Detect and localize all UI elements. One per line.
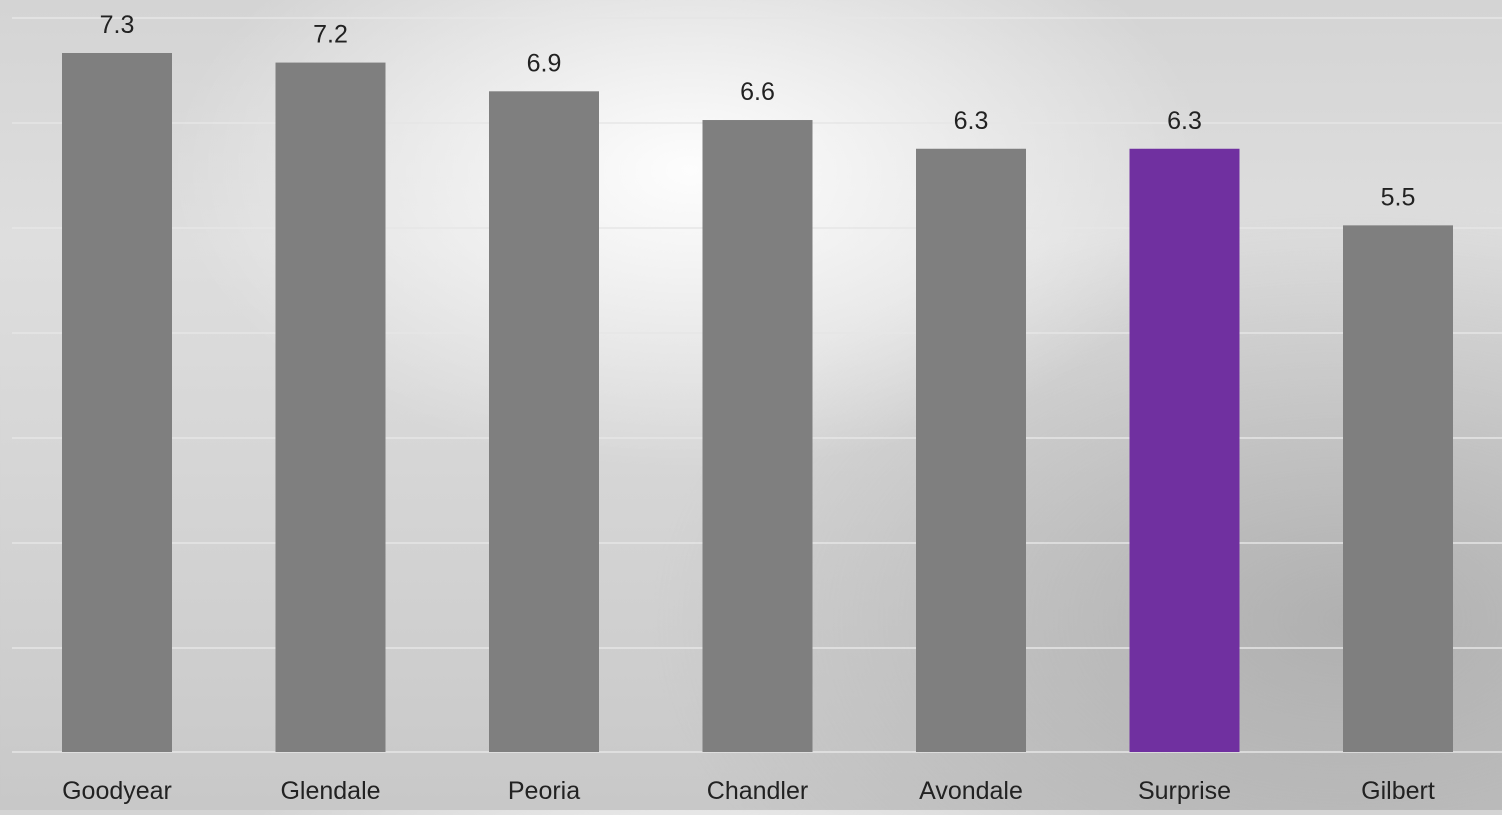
data-label-chandler: 6.6 (740, 78, 775, 106)
data-labels: 7.3 7.2 6.9 6.6 6.3 6.3 5.5 (100, 11, 1416, 211)
bar-gilbert (1343, 225, 1453, 752)
category-label-peoria: Peoria (508, 777, 580, 805)
data-label-avondale: 6.3 (954, 107, 989, 135)
data-label-surprise: 6.3 (1167, 107, 1202, 135)
category-label-goodyear: Goodyear (62, 777, 172, 805)
category-label-glendale: Glendale (280, 777, 380, 805)
category-label-surprise: Surprise (1138, 777, 1231, 805)
data-label-gilbert: 5.5 (1381, 183, 1416, 211)
category-label-gilbert: Gilbert (1361, 777, 1435, 805)
data-label-goodyear: 7.3 (100, 11, 135, 39)
bar-goodyear (62, 53, 172, 752)
category-label-avondale: Avondale (919, 777, 1023, 805)
bar-glendale (275, 62, 386, 753)
data-label-glendale: 7.2 (313, 21, 348, 49)
bar-avondale (916, 148, 1026, 752)
category-labels: Goodyear Glendale Peoria Chandler Avondale Su… (62, 777, 1435, 805)
bar-chandler (702, 120, 813, 752)
category-label-chandler: Chandler (707, 777, 808, 805)
bar-peoria (489, 91, 599, 752)
data-label-peoria: 6.9 (527, 49, 562, 77)
bars (62, 53, 1453, 753)
bar-surprise (1129, 148, 1240, 752)
